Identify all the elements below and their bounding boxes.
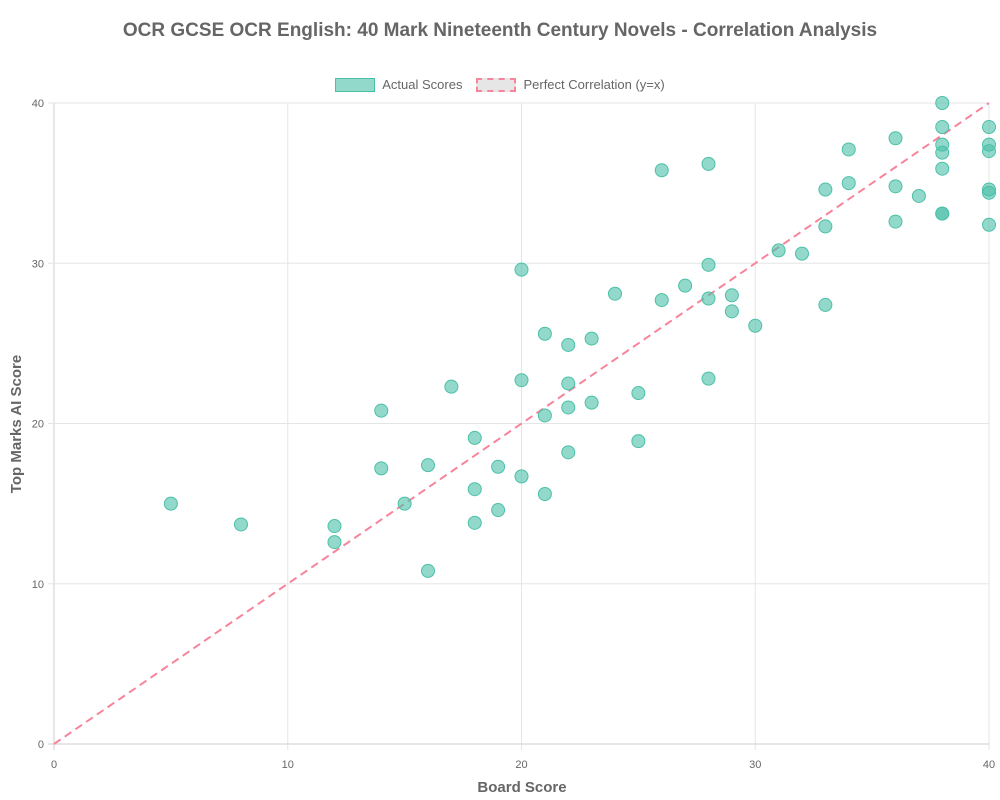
data-point[interactable]: [584, 331, 599, 346]
y-tick-label: 20: [32, 419, 44, 431]
data-point[interactable]: [631, 434, 646, 449]
data-point[interactable]: [678, 278, 693, 293]
data-point[interactable]: [888, 179, 903, 194]
x-tick-label: 30: [749, 759, 761, 771]
y-tick-label: 0: [38, 739, 44, 751]
y-tick-label: 30: [32, 258, 44, 270]
data-point[interactable]: [982, 185, 996, 200]
x-tick-label: 0: [51, 759, 57, 771]
legend-swatch-actual-icon: [335, 77, 376, 92]
data-point[interactable]: [491, 503, 506, 518]
data-point[interactable]: [982, 217, 996, 232]
data-point[interactable]: [654, 293, 669, 308]
data-point[interactable]: [397, 496, 412, 511]
data-point[interactable]: [374, 461, 389, 476]
data-point[interactable]: [421, 563, 435, 578]
data-point[interactable]: [608, 286, 622, 301]
data-point[interactable]: [701, 156, 716, 171]
legend-swatch-dashed-icon: [476, 77, 517, 92]
data-point[interactable]: [935, 96, 950, 110]
data-point[interactable]: [537, 487, 552, 502]
data-point[interactable]: [631, 386, 646, 401]
data-point[interactable]: [467, 515, 482, 530]
data-point[interactable]: [467, 430, 482, 445]
data-points: [163, 96, 996, 578]
data-point[interactable]: [888, 214, 903, 229]
data-point[interactable]: [818, 219, 833, 234]
data-point[interactable]: [701, 257, 716, 272]
x-tick-label: 20: [515, 759, 527, 771]
data-point[interactable]: [841, 142, 856, 157]
data-point[interactable]: [491, 459, 506, 474]
y-axis-title: Top Marks AI Score: [8, 355, 25, 493]
data-point[interactable]: [724, 288, 739, 303]
data-point[interactable]: [537, 326, 552, 341]
data-point[interactable]: [795, 246, 809, 261]
data-point[interactable]: [514, 262, 529, 277]
data-point[interactable]: [654, 163, 669, 178]
y-tick-label: 10: [32, 579, 44, 591]
axis-ticks: 0 10 20 30 40 0 10 20 30 40: [32, 98, 995, 771]
chart-legend: Actual Scores Perfect Correlation (y=x): [0, 77, 1000, 92]
chart-title: OCR GCSE OCR English: 40 Mark Nineteenth…: [122, 20, 878, 41]
data-point[interactable]: [771, 243, 786, 258]
legend-label-actual: Actual Scores: [382, 77, 463, 92]
data-point[interactable]: [234, 517, 248, 532]
data-point[interactable]: [982, 144, 996, 159]
data-point[interactable]: [935, 120, 950, 135]
perfect-correlation-line: [53, 102, 990, 745]
data-point[interactable]: [327, 535, 342, 550]
data-point[interactable]: [561, 400, 576, 415]
data-point[interactable]: [935, 145, 950, 160]
data-point[interactable]: [163, 496, 178, 511]
x-tick-label: 10: [282, 759, 294, 771]
x-tick-label: 40: [983, 759, 995, 771]
y-tick-label: 40: [32, 98, 44, 110]
data-point[interactable]: [584, 395, 599, 410]
data-point[interactable]: [935, 161, 950, 176]
data-point[interactable]: [841, 176, 856, 191]
data-point[interactable]: [514, 469, 529, 484]
legend-label-perfect: Perfect Correlation (y=x): [523, 77, 665, 92]
data-point[interactable]: [514, 373, 529, 388]
data-point[interactable]: [818, 182, 833, 197]
legend-item-perfect-correlation[interactable]: Perfect Correlation (y=x): [476, 77, 665, 92]
data-point[interactable]: [748, 318, 763, 333]
data-point[interactable]: [935, 206, 950, 221]
legend-item-actual-scores[interactable]: Actual Scores: [335, 77, 462, 92]
data-point[interactable]: [374, 403, 389, 418]
data-point[interactable]: [818, 297, 833, 312]
data-point[interactable]: [561, 445, 576, 460]
data-point[interactable]: [561, 337, 576, 352]
data-point[interactable]: [467, 482, 482, 497]
gridlines: [48, 102, 990, 750]
data-point[interactable]: [537, 408, 552, 423]
data-point[interactable]: [724, 304, 739, 319]
data-point[interactable]: [888, 131, 903, 146]
data-point[interactable]: [982, 120, 996, 135]
data-point[interactable]: [444, 379, 459, 394]
data-point[interactable]: [561, 376, 576, 391]
x-axis-title: Board Score: [477, 779, 566, 796]
data-point[interactable]: [701, 371, 716, 386]
data-point[interactable]: [701, 291, 716, 306]
data-point[interactable]: [911, 188, 926, 203]
data-point[interactable]: [327, 519, 342, 534]
data-point[interactable]: [421, 458, 435, 473]
